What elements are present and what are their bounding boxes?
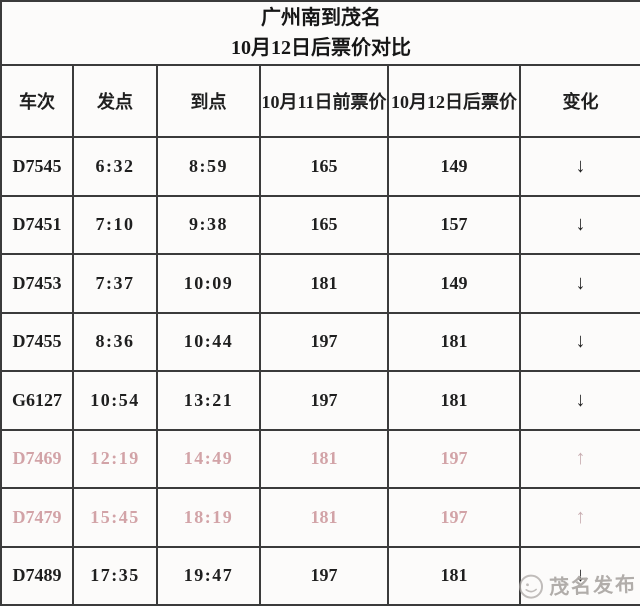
cell-depart: 12:19 [72, 428, 158, 489]
cell-train: D7489 [0, 545, 74, 606]
cell-price-before: 197 [259, 545, 389, 606]
cell-price-before: 165 [259, 136, 389, 197]
col-header-depart: 发点 [72, 64, 158, 138]
cell-arrive: 13:21 [156, 370, 261, 431]
table-title-line-1: 广州南到茂名 [261, 7, 382, 29]
table-title-line-2: 10月12日后票价对比 [231, 37, 412, 59]
down-arrow-icon: ↓ [518, 545, 640, 606]
table-row: D7451 7:10 9:38 165 157 ↓ [0, 194, 640, 255]
down-arrow-icon: ↓ [518, 253, 640, 314]
cell-price-before: 165 [259, 194, 389, 255]
cell-price-before: 181 [259, 253, 389, 314]
table-row: D7545 6:32 8:59 165 149 ↓ [0, 136, 640, 197]
down-arrow-icon: ↓ [518, 311, 640, 372]
table-row: D7455 8:36 10:44 197 181 ↓ [0, 311, 640, 372]
down-arrow-icon: ↓ [518, 370, 640, 431]
cell-price-after: 149 [387, 253, 521, 314]
table-row: D7489 17:35 19:47 197 181 ↓ [0, 545, 640, 606]
cell-price-after: 181 [387, 370, 521, 431]
cell-depart: 7:37 [72, 253, 158, 314]
cell-train: D7455 [0, 311, 74, 372]
cell-arrive: 8:59 [156, 136, 261, 197]
col-header-change: 变化 [518, 64, 640, 138]
cell-price-after: 181 [387, 545, 521, 606]
down-arrow-icon: ↓ [518, 194, 640, 255]
cell-depart: 6:32 [72, 136, 158, 197]
cell-price-after: 149 [387, 136, 521, 197]
table-row-highlighted: D7479 15:45 18:19 181 197 ↑ [0, 487, 640, 548]
table-row: G6127 10:54 13:21 197 181 ↓ [0, 370, 640, 431]
table-header-row: 车次 发点 到点 10月11日前票价 10月12日后票价 变化 [0, 64, 640, 138]
cell-price-before: 197 [259, 311, 389, 372]
col-header-price-before: 10月11日前票价 [259, 64, 389, 138]
cell-price-before: 181 [259, 487, 389, 548]
cell-depart: 8:36 [72, 311, 158, 372]
cell-arrive: 10:09 [156, 253, 261, 314]
cell-price-before: 181 [259, 428, 389, 489]
cell-train: D7453 [0, 253, 74, 314]
col-header-arrive: 到点 [156, 64, 261, 138]
up-arrow-icon: ↑ [518, 487, 640, 548]
table-title-cell: 广州南到茂名 10月12日后票价对比 [0, 0, 640, 66]
table-title-row: 广州南到茂名 10月12日后票价对比 [0, 0, 640, 66]
cell-price-after: 181 [387, 311, 521, 372]
col-header-train: 车次 [0, 64, 74, 138]
cell-arrive: 10:44 [156, 311, 261, 372]
cell-arrive: 9:38 [156, 194, 261, 255]
down-arrow-icon: ↓ [518, 136, 640, 197]
table-row-highlighted: D7469 12:19 14:49 181 197 ↑ [0, 428, 640, 489]
cell-train: D7479 [0, 487, 74, 548]
cell-arrive: 14:49 [156, 428, 261, 489]
cell-arrive: 19:47 [156, 545, 261, 606]
cell-price-after: 157 [387, 194, 521, 255]
cell-price-after: 197 [387, 428, 521, 489]
cell-price-after: 197 [387, 487, 521, 548]
table-row: D7453 7:37 10:09 181 149 ↓ [0, 253, 640, 314]
cell-depart: 15:45 [72, 487, 158, 548]
cell-depart: 10:54 [72, 370, 158, 431]
cell-train: D7469 [0, 428, 74, 489]
cell-depart: 7:10 [72, 194, 158, 255]
cell-train: G6127 [0, 370, 74, 431]
cell-arrive: 18:19 [156, 487, 261, 548]
cell-price-before: 197 [259, 370, 389, 431]
up-arrow-icon: ↑ [518, 428, 640, 489]
cell-train: D7451 [0, 194, 74, 255]
col-header-price-after: 10月12日后票价 [387, 64, 521, 138]
cell-depart: 17:35 [72, 545, 158, 606]
cell-train: D7545 [0, 136, 74, 197]
